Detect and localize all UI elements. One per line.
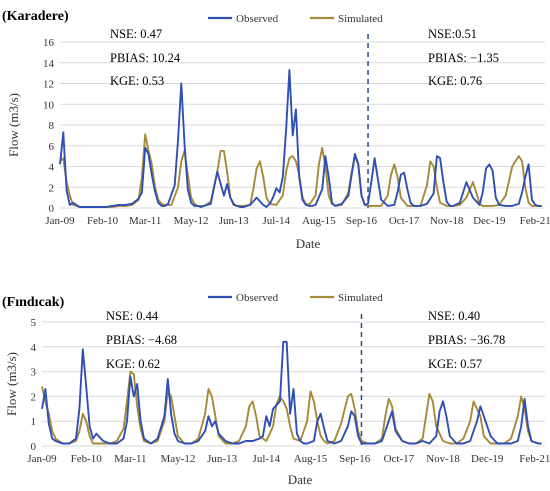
findicak-y-ticks: 0 1 2 3 4 5: [31, 317, 37, 453]
karadere-x-tick-label: Feb-21: [520, 215, 550, 227]
karadere-y-axis-title: Flow (m3/s): [6, 93, 21, 157]
findicak-x-tick-label: Feb-10: [71, 453, 103, 465]
karadere-y-tick-label: 16: [43, 37, 55, 49]
findicak-x-tick-label: Sep-16: [339, 453, 371, 465]
findicak-x-tick-label: Dec-19: [471, 453, 504, 465]
karadere-x-tick-label: Jun-13: [219, 215, 249, 227]
findicak-x-tick-label: Jul-14: [253, 453, 281, 465]
findicak-legend-simulated: Simulated: [338, 292, 383, 304]
findicak-x-tick-label: Feb-21: [519, 453, 550, 465]
karadere-observed-line: [59, 69, 542, 208]
findicak-x-ticks: Jan-09 Feb-10 Mar-11 May-12 Jun-13 Jul-14 Aug-…: [27, 453, 550, 465]
karadere-x-tick-label: Jan-09: [45, 215, 75, 227]
karadere-x-tick-label: Jul-14: [263, 215, 291, 227]
findicak-simulated-line: [41, 370, 542, 445]
findicak-cal-pbias: PBIAS: −4.68: [106, 333, 177, 347]
findicak-y-tick-label: 4: [31, 342, 37, 354]
findicak-legend-observed: Observed: [236, 292, 279, 304]
karadere-x-axis-title: Date: [296, 236, 321, 251]
karadere-cal-pbias: PBIAS: 10.24: [110, 51, 181, 65]
karadere-val-kge: KGE: 0.76: [428, 74, 482, 88]
findicak-y-tick-label: 3: [31, 367, 37, 379]
findicak-x-tick-label: Mar-11: [114, 453, 146, 465]
karadere-cal-nse: NSE: 0.47: [110, 27, 162, 41]
karadere-x-tick-label: May-12: [174, 215, 209, 227]
karadere-x-tick-label: Mar-11: [129, 215, 161, 227]
findicak-y-tick-label: 1: [31, 416, 37, 428]
karadere-x-tick-label: Oct-17: [389, 215, 420, 227]
karadere-y-tick-label: 2: [49, 182, 55, 194]
findicak-y-tick-label: 2: [31, 391, 37, 403]
findicak-val-pbias: PBIAS: −36.78: [428, 333, 505, 347]
karadere-x-tick-label: Feb-10: [87, 215, 119, 227]
karadere-x-ticks: Jan-09 Feb-10 Mar-11 May-12 Jun-13 Jul-14 Aug-…: [45, 215, 550, 227]
findicak-series: [41, 340, 542, 445]
findicak-x-tick-label: Nov-18: [426, 453, 460, 465]
karadere-x-tick-label: Sep-16: [346, 215, 378, 227]
findicak-x-tick-label: Aug-15: [294, 453, 328, 465]
karadere-y-tick-label: 6: [49, 141, 55, 153]
karadere-x-tick-label: Dec-19: [473, 215, 506, 227]
findicak-x-axis-title: Date: [288, 472, 313, 487]
findicak-cal-nse: NSE: 0.44: [106, 309, 159, 323]
karadere-gridlines: [60, 41, 545, 209]
karadere-panel: (Karadere) 0 2 4 6 8 10 12 14 16 Jan-09 Feb-10 Mar…: [2, 9, 550, 251]
karadere-y-tick-label: 8: [49, 120, 55, 132]
karadere-y-tick-label: 14: [43, 58, 55, 70]
karadere-legend-simulated: Simulated: [338, 13, 383, 25]
karadere-y-tick-label: 10: [43, 99, 55, 111]
findicak-y-axis-title: Flow (m3/s): [4, 352, 19, 416]
karadere-val-pbias: PBIAS: −1.35: [428, 51, 499, 65]
karadere-legend-observed: Observed: [236, 13, 279, 25]
findicak-x-tick-label: Oct-17: [384, 453, 415, 465]
karadere-series: [59, 69, 542, 208]
karadere-y-tick-label: 4: [49, 162, 55, 174]
karadere-cal-kge: KGE: 0.53: [110, 74, 164, 88]
findicak-cal-kge: KGE: 0.62: [106, 357, 160, 371]
karadere-y-tick-label: 12: [43, 79, 54, 91]
findicak-x-tick-label: Jun-13: [207, 453, 237, 465]
karadere-val-nse: NSE:0.51: [428, 27, 477, 41]
findicak-y-tick-label: 5: [31, 317, 37, 329]
karadere-y-ticks: 0 2 4 6 8 10 12 14 16: [43, 37, 55, 215]
findicak-x-tick-label: Jan-09: [27, 453, 57, 465]
findicak-gridlines: [42, 321, 545, 447]
karadere-x-tick-label: Aug-15: [302, 215, 336, 227]
findicak-title: (Fındıcak): [2, 295, 65, 310]
findicak-y-tick-label: 0: [31, 441, 37, 453]
findicak-val-nse: NSE: 0.40: [428, 309, 480, 323]
findicak-panel: (Fındıcak) 0 1 2 3 4 5 Jan-09 Feb-10 Mar-11 May-…: [2, 292, 550, 487]
karadere-y-tick-label: 0: [49, 203, 55, 215]
findicak-x-tick-label: May-12: [161, 453, 196, 465]
karadere-title: (Karadere): [2, 9, 69, 24]
karadere-x-tick-label: Nov-18: [430, 215, 464, 227]
findicak-observed-line: [41, 340, 542, 445]
findicak-val-kge: KGE: 0.57: [428, 357, 482, 371]
